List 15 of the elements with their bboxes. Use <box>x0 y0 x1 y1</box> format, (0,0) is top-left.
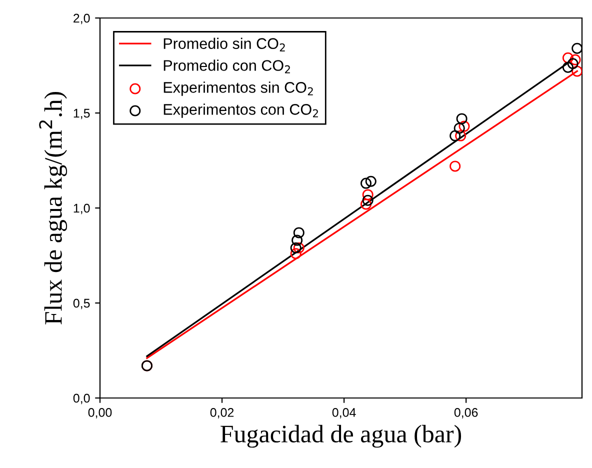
y-tick-label: 2,0 <box>74 14 90 24</box>
x-axis-title: Fugacidad de agua (bar) <box>220 424 462 448</box>
x-tick-label: 0,06 <box>454 408 478 418</box>
y-axis-title: Flux de agua kg/(m$^{2}$.h) <box>39 92 68 324</box>
legend-label: Experimentos con CO$_{2}$ <box>164 104 318 118</box>
x-tick-label: 0,00 <box>88 408 112 418</box>
y-tick-label: 1,5 <box>74 108 90 120</box>
x-tick-label: 0,02 <box>210 408 234 418</box>
legend-label: Experimentos sin CO$_{2}$ <box>164 82 313 96</box>
x-tick-label: 0,04 <box>332 408 356 418</box>
y-tick-label: 0,5 <box>73 298 90 310</box>
y-tick-label: 1,0 <box>74 204 90 214</box>
y-tick-label: 0,0 <box>73 394 90 404</box>
legend-label: Promedio sin CO$_{2}$ <box>164 38 285 52</box>
legend-label: Promedio con CO$_{2}$ <box>164 60 290 74</box>
